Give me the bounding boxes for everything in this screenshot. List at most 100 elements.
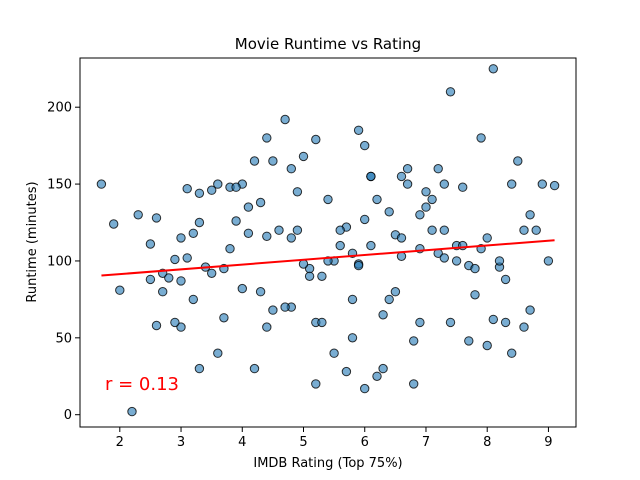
data-point — [194, 363, 205, 374]
data-point — [164, 273, 174, 283]
data-point — [280, 302, 290, 312]
data-point — [249, 156, 260, 166]
data-point — [445, 317, 456, 328]
plot-area — [80, 58, 576, 427]
data-point — [470, 290, 480, 300]
data-point — [170, 254, 180, 265]
data-point — [372, 371, 382, 381]
data-point — [353, 260, 364, 271]
data-point — [188, 228, 199, 239]
data-point — [409, 379, 419, 389]
data-point — [207, 185, 217, 195]
data-point — [335, 225, 345, 235]
data-point — [519, 225, 529, 235]
data-point — [347, 294, 358, 305]
y-tick-label: 0 — [64, 408, 72, 423]
data-point — [127, 406, 137, 417]
data-point — [145, 274, 156, 285]
data-point — [439, 179, 449, 189]
y-tick-label: 150 — [47, 178, 72, 193]
plot-frame — [79, 57, 577, 428]
data-point — [255, 287, 266, 297]
data-point — [176, 276, 186, 286]
data-point — [268, 156, 278, 166]
y-axis-ticks: 0 50 100 150 200 — [47, 101, 80, 423]
data-point — [464, 336, 474, 346]
y-tick-label: 100 — [47, 254, 72, 269]
correlation-annotation: r = 0.13 — [105, 374, 179, 395]
data-point — [274, 225, 284, 235]
data-point — [96, 179, 107, 189]
data-point — [280, 114, 290, 125]
x-tick-label: 2 — [116, 435, 124, 450]
data-point — [500, 317, 511, 328]
x-tick-label: 8 — [483, 435, 491, 450]
data-point — [360, 383, 370, 394]
y-tick-label: 50 — [55, 331, 72, 346]
data-point — [231, 182, 241, 192]
data-point — [329, 348, 339, 358]
data-point — [182, 253, 192, 263]
y-tick-label: 200 — [47, 101, 72, 116]
data-point — [366, 240, 376, 251]
data-point — [439, 253, 449, 263]
data-point — [109, 219, 119, 229]
data-point — [396, 233, 407, 243]
data-point — [207, 268, 217, 278]
x-tick-label: 3 — [177, 435, 185, 450]
data-point — [482, 233, 492, 243]
data-point — [194, 217, 205, 228]
data-point — [439, 225, 449, 235]
data-point — [378, 310, 388, 320]
data-point — [421, 202, 431, 212]
data-point — [298, 151, 309, 162]
data-point — [549, 180, 560, 191]
data-point — [115, 285, 125, 295]
x-tick-label: 7 — [422, 435, 430, 450]
data-point — [476, 133, 486, 143]
data-point — [396, 171, 407, 182]
data-point — [158, 287, 168, 297]
data-point — [427, 194, 437, 205]
data-point — [451, 256, 462, 266]
data-point — [298, 259, 309, 269]
data-point — [176, 322, 186, 332]
data-point — [360, 140, 370, 151]
data-point — [421, 187, 431, 197]
x-tick-label: 9 — [544, 435, 552, 450]
data-point — [384, 207, 394, 217]
data-point — [243, 202, 254, 212]
data-point — [268, 305, 278, 315]
data-point — [286, 233, 296, 243]
data-point — [292, 225, 303, 235]
data-point — [317, 271, 327, 281]
data-point — [427, 225, 437, 235]
data-point — [262, 322, 272, 332]
data-point — [213, 179, 223, 189]
data-point — [507, 348, 517, 358]
data-point — [415, 317, 425, 328]
data-point — [151, 213, 162, 223]
data-point — [255, 197, 266, 208]
data-point — [262, 231, 272, 242]
data-point — [519, 322, 529, 332]
data-point — [366, 171, 376, 182]
data-point — [237, 283, 248, 294]
data-point — [225, 244, 235, 254]
x-axis-ticks: 2 3 4 5 6 7 8 9 — [116, 427, 553, 450]
x-tick-label: 5 — [299, 435, 307, 450]
data-point — [304, 271, 315, 281]
points-layer — [96, 64, 560, 417]
data-point — [262, 133, 272, 143]
data-point — [470, 263, 480, 274]
data-point — [525, 305, 535, 315]
data-point — [402, 164, 413, 174]
data-point — [402, 179, 413, 189]
data-point — [409, 336, 419, 346]
data-point — [194, 188, 205, 199]
data-point — [458, 182, 468, 192]
data-point — [213, 348, 223, 358]
data-point — [488, 314, 498, 325]
data-point — [494, 256, 505, 266]
data-point — [360, 214, 370, 225]
